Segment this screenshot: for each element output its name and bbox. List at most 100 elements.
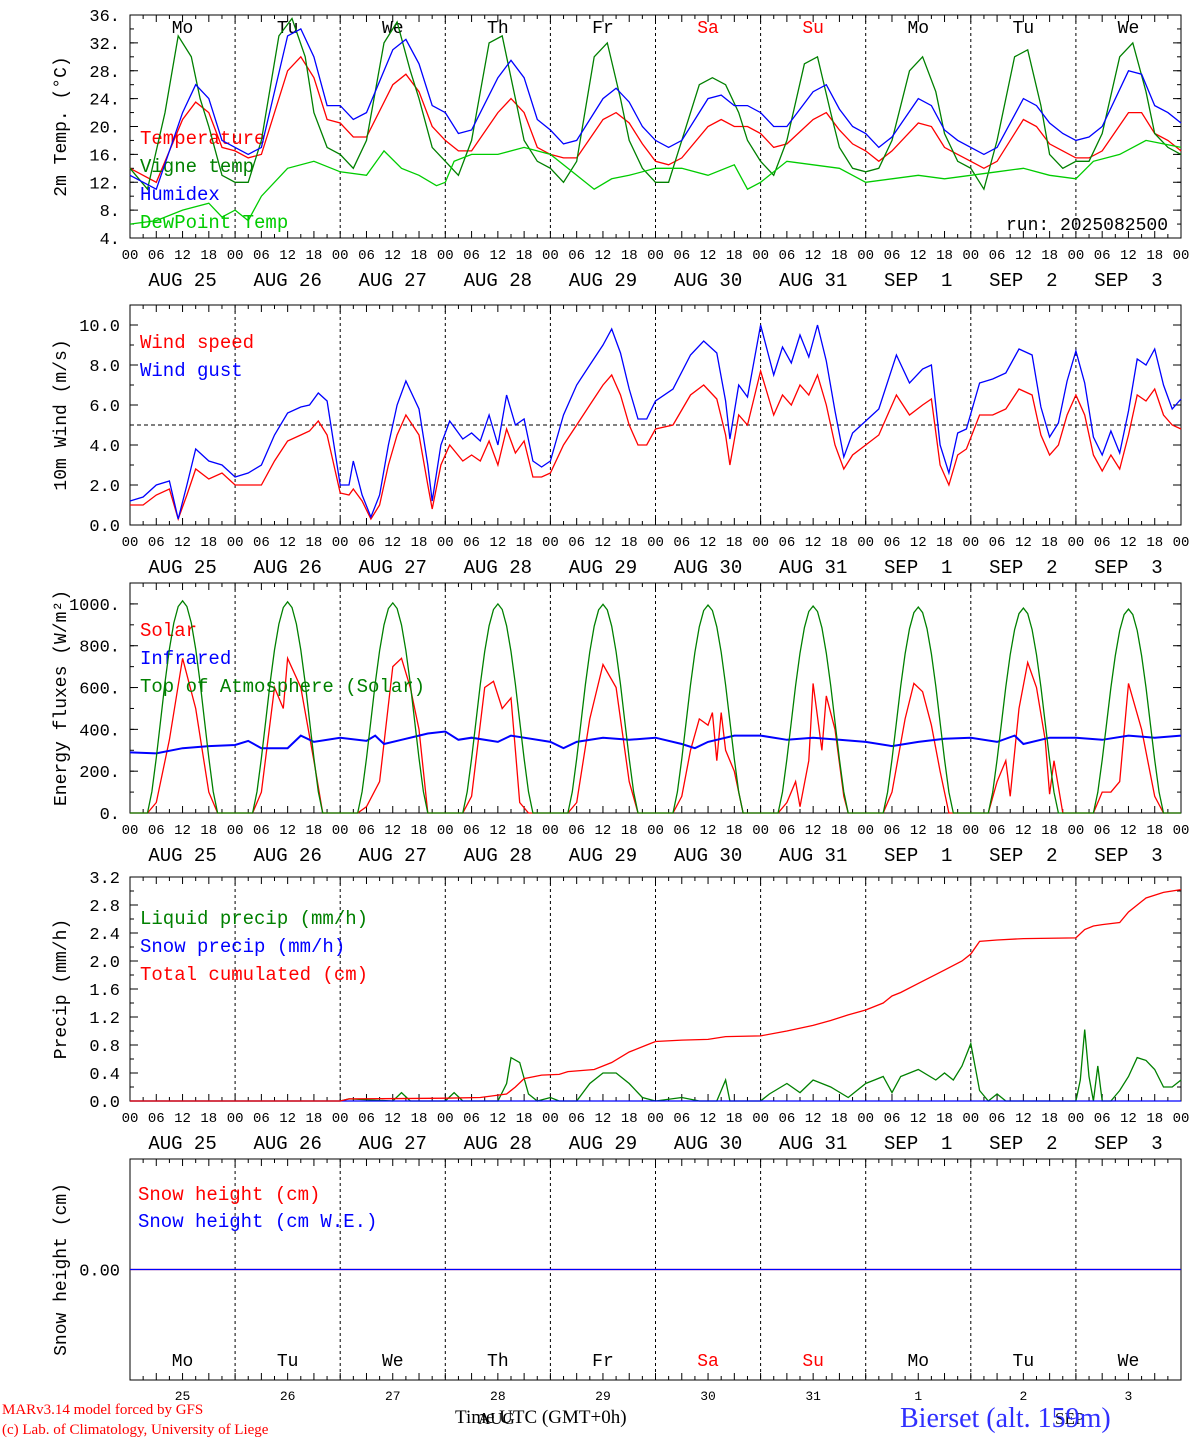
hour-label: 12 bbox=[1015, 535, 1032, 551]
date-label: SEP 3 bbox=[1094, 1133, 1162, 1155]
hour-label: 18 bbox=[200, 1111, 217, 1127]
hour-label: 00 bbox=[437, 1111, 454, 1127]
y-tick-label: 20. bbox=[89, 120, 120, 139]
date-label: AUG 27 bbox=[359, 557, 427, 579]
hour-label: 12 bbox=[910, 248, 927, 264]
date-label: AUG 26 bbox=[253, 1133, 321, 1155]
hour-label: 00 bbox=[437, 535, 454, 551]
hour-label: 00 bbox=[332, 535, 349, 551]
hour-label: 18 bbox=[936, 1111, 953, 1127]
hour-label: 12 bbox=[595, 248, 612, 264]
hour-label: 00 bbox=[332, 823, 349, 839]
day-number-label: 26 bbox=[280, 1389, 296, 1404]
y-axis-title: Precip (mm/h) bbox=[52, 919, 72, 1059]
hour-label: 06 bbox=[358, 248, 375, 264]
day-number-label: 2 bbox=[1019, 1389, 1027, 1404]
hour-label: 00 bbox=[227, 823, 244, 839]
y-tick-label: 0. bbox=[100, 806, 120, 825]
y-tick-label: 2.0 bbox=[89, 478, 120, 497]
panel-2: 0.0 2.0 4.0 6.0 8.0 10.0 10m Wind (m/s) 00 06 12 1… bbox=[52, 304, 1189, 579]
y-tick-label: 4. bbox=[100, 231, 120, 250]
y-tick-label: 36. bbox=[89, 8, 120, 27]
y-tick-label: 0.00 bbox=[79, 1263, 120, 1282]
day-name-label: Th bbox=[487, 1352, 509, 1372]
hour-label: 06 bbox=[358, 823, 375, 839]
hour-label: 18 bbox=[411, 535, 428, 551]
legend-entry: Top of Atmosphere (Solar) bbox=[140, 676, 425, 698]
hour-label: 06 bbox=[568, 535, 585, 551]
day-number-label: 1 bbox=[914, 1389, 922, 1404]
day-name-label: Tu bbox=[277, 19, 299, 39]
hour-label: 12 bbox=[1120, 1111, 1137, 1127]
y-tick-label: 0.8 bbox=[89, 1038, 120, 1057]
date-label: AUG 28 bbox=[464, 845, 532, 867]
hour-label: 00 bbox=[1173, 1111, 1190, 1127]
hour-label: 00 bbox=[962, 535, 979, 551]
date-label: SEP 1 bbox=[884, 270, 952, 292]
date-label: SEP 1 bbox=[884, 1133, 952, 1155]
y-tick-label: 10.0 bbox=[79, 318, 120, 337]
date-label: AUG 29 bbox=[569, 557, 637, 579]
hour-label: 18 bbox=[516, 823, 533, 839]
day-name-label: Th bbox=[487, 19, 509, 39]
hour-label: 06 bbox=[568, 248, 585, 264]
day-name-label: Sa bbox=[697, 19, 719, 39]
hour-label: 18 bbox=[936, 823, 953, 839]
panel-1: 4. 8. 12. 16. 20. 24. 28. 32. 36. 2m Temp. (°C) 00… bbox=[52, 8, 1189, 292]
hour-label: 00 bbox=[227, 535, 244, 551]
date-label: AUG 30 bbox=[674, 557, 742, 579]
date-label: AUG 25 bbox=[148, 270, 216, 292]
y-tick-label: 6.0 bbox=[89, 398, 120, 417]
run-label: run: 2025082500 bbox=[1006, 216, 1168, 236]
y-tick-label: 1000. bbox=[69, 597, 120, 616]
hour-label: 18 bbox=[516, 1111, 533, 1127]
hour-label: 06 bbox=[568, 823, 585, 839]
hour-label: 00 bbox=[647, 535, 664, 551]
hour-label: 00 bbox=[647, 1111, 664, 1127]
hour-label: 18 bbox=[306, 535, 323, 551]
hour-label: 12 bbox=[384, 535, 401, 551]
hour-label: 06 bbox=[463, 535, 480, 551]
day-name-label: Fr bbox=[592, 1352, 614, 1372]
day-number-label: 31 bbox=[805, 1389, 821, 1404]
hour-label: 12 bbox=[910, 535, 927, 551]
series-line-1 bbox=[129, 55, 1182, 184]
hour-label: 06 bbox=[463, 1111, 480, 1127]
hour-label: 00 bbox=[1067, 248, 1084, 264]
hour-label: 00 bbox=[752, 248, 769, 264]
y-tick-label: 8. bbox=[100, 203, 120, 222]
legend-entry: Solar bbox=[140, 620, 197, 642]
date-label: AUG 25 bbox=[148, 1133, 216, 1155]
y-tick-label: 600. bbox=[79, 681, 120, 700]
y-tick-label: 0.0 bbox=[89, 518, 120, 537]
y-tick-label: 0.0 bbox=[89, 1094, 120, 1113]
hour-label: 06 bbox=[778, 535, 795, 551]
day-name-label: Tu bbox=[1013, 1352, 1035, 1372]
date-label: SEP 1 bbox=[884, 845, 952, 867]
hour-label: 18 bbox=[831, 535, 848, 551]
day-name-label: Mo bbox=[172, 1352, 194, 1372]
hour-label: 00 bbox=[857, 823, 874, 839]
hour-label: 00 bbox=[332, 248, 349, 264]
hour-label: 12 bbox=[174, 1111, 191, 1127]
hour-label: 06 bbox=[989, 1111, 1006, 1127]
legend-entry: Snow height (cm W.E.) bbox=[138, 1211, 377, 1233]
series-line-2 bbox=[129, 324, 1182, 520]
day-name-label: Tu bbox=[1013, 19, 1035, 39]
hour-label: 12 bbox=[489, 535, 506, 551]
hour-label: 12 bbox=[805, 823, 822, 839]
hour-label: 12 bbox=[489, 823, 506, 839]
hour-label: 00 bbox=[122, 1111, 139, 1127]
day-name-label: Sa bbox=[697, 1352, 719, 1372]
hour-label: 06 bbox=[253, 248, 270, 264]
hour-label: 18 bbox=[726, 823, 743, 839]
hour-label: 00 bbox=[1067, 535, 1084, 551]
hour-label: 06 bbox=[148, 248, 165, 264]
hour-label: 00 bbox=[227, 1111, 244, 1127]
hour-label: 00 bbox=[857, 535, 874, 551]
hour-label: 12 bbox=[595, 535, 612, 551]
hour-label: 06 bbox=[989, 248, 1006, 264]
series-line-2 bbox=[129, 17, 1182, 191]
hour-label: 06 bbox=[568, 1111, 585, 1127]
